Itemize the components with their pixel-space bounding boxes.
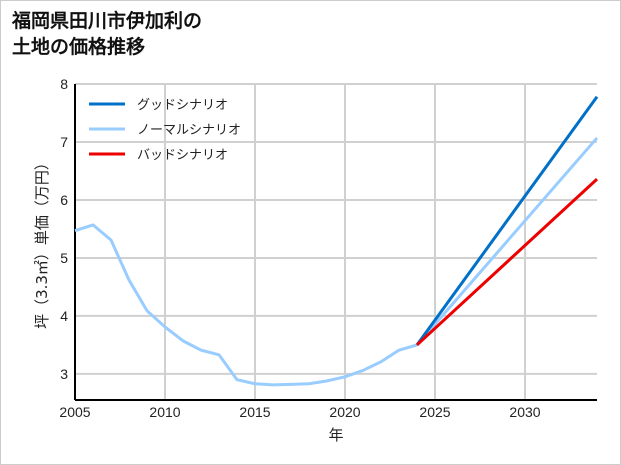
- y-tick-label: 6: [60, 192, 68, 208]
- series-line-1: [74, 136, 599, 387]
- y-axis-label: 坪（3.3㎡）単価（万円）: [33, 155, 51, 329]
- x-tick-label: 2025: [419, 404, 450, 420]
- y-tick-label: 3: [60, 366, 68, 382]
- series-line-0: [415, 95, 599, 346]
- title-line-1: 福岡県田川市伊加利の: [12, 10, 203, 32]
- x-tick-label: 2015: [239, 404, 270, 420]
- chart-title: 福岡県田川市伊加利の 土地の価格推移: [12, 8, 202, 60]
- y-tick-label: 8: [60, 76, 68, 92]
- x-tick-label: 2030: [509, 404, 540, 420]
- series-line-2: [415, 177, 599, 347]
- y-tick-label: 4: [60, 308, 68, 324]
- y-tick-label: 5: [60, 250, 68, 266]
- legend-label: グッドシナリオ: [137, 98, 228, 113]
- x-tick-label: 2020: [329, 404, 360, 420]
- x-axis-label: 年: [328, 426, 343, 444]
- x-tick-label: 2010: [149, 404, 180, 420]
- x-tick-label: 2005: [59, 404, 90, 420]
- title-line-2: 土地の価格推移: [12, 36, 146, 58]
- legend-label: バッドシナリオ: [137, 148, 228, 163]
- legend-label: ノーマルシナリオ: [137, 123, 241, 138]
- y-tick-label: 7: [60, 134, 68, 150]
